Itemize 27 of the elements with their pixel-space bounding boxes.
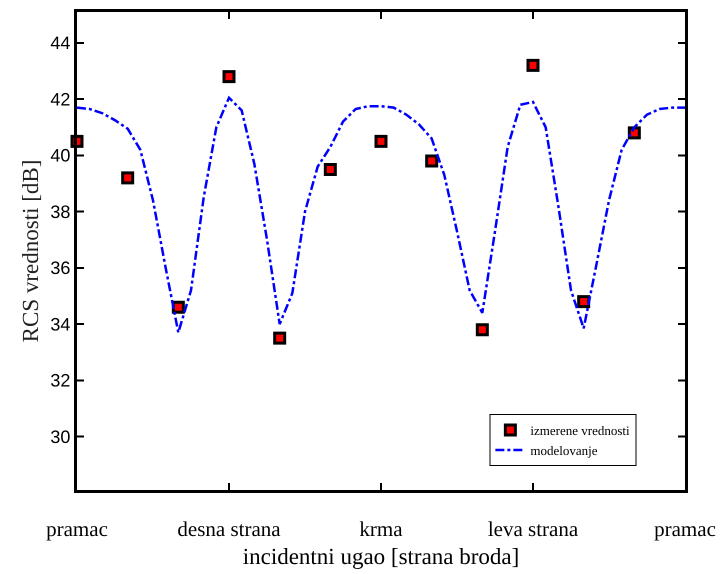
legend-label: izmerene vrednosti — [530, 423, 630, 438]
x-tick-label: krma — [359, 517, 404, 542]
y-tick-label: 32 — [50, 370, 70, 391]
x-axis-title: incidentni ugao [strana broda] — [242, 544, 520, 569]
point — [476, 323, 489, 336]
x-tick-label: pramac — [46, 517, 108, 542]
x-tick-label: leva strana — [488, 517, 579, 542]
legend-label: modelovanje — [530, 443, 598, 458]
point — [577, 295, 590, 308]
y-tick-label: 40 — [50, 146, 70, 166]
y-tick-label: 34 — [50, 314, 70, 334]
y-tick-label: 42 — [50, 89, 70, 110]
y-tick-label: 44 — [50, 33, 70, 54]
point — [425, 154, 438, 168]
y-tick-label: 38 — [50, 202, 70, 222]
line-series — [77, 96, 685, 334]
point — [324, 162, 337, 176]
y-tick-label: 36 — [50, 258, 70, 278]
point — [526, 58, 540, 72]
x-tick-label: pramac — [654, 517, 716, 542]
y-axis-title: RCS vrednosti [dB] — [18, 160, 43, 342]
point — [273, 332, 286, 345]
y-tick-label: 30 — [50, 426, 70, 447]
x-tick-label: desna strana — [177, 517, 282, 542]
point — [374, 134, 388, 148]
point — [222, 70, 236, 84]
point — [121, 171, 134, 184]
